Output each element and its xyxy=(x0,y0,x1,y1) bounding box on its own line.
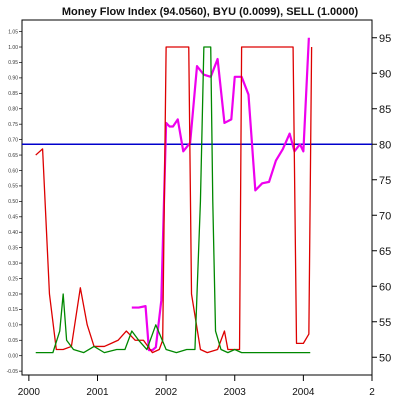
right-y-tick-label: 75 xyxy=(379,175,391,187)
left-y-tick-label: 0.65 xyxy=(8,153,18,159)
x-tick-label: 2003 xyxy=(224,387,247,398)
left-y-tick-label: 0.70 xyxy=(8,137,18,143)
left-y-tick-label: 0.95 xyxy=(8,60,18,66)
byu-series-line xyxy=(35,46,311,354)
left-y-tick-label: 0.90 xyxy=(8,76,18,82)
right-y-tick-label: 50 xyxy=(379,352,391,364)
left-y-tick-label: 0.15 xyxy=(8,307,18,313)
left-y-tick-label: 0.30 xyxy=(8,261,18,267)
left-y-tick-label: 0.10 xyxy=(8,323,18,329)
left-y-tick-label: 0.80 xyxy=(8,107,18,113)
left-y-tick-label: 1.00 xyxy=(8,45,18,51)
right-y-tick-label: 85 xyxy=(379,104,391,116)
x-tick-label: 2001 xyxy=(86,387,109,398)
x-tick-label: 2002 xyxy=(155,387,178,398)
left-y-tick-label: 0.55 xyxy=(8,184,18,190)
right-y-tick-label: 80 xyxy=(379,139,391,151)
left-y-tick-label: 0.85 xyxy=(8,91,18,97)
left-y-tick-label: 0.45 xyxy=(8,215,18,221)
right-y-tick-label: 65 xyxy=(379,246,391,258)
left-y-tick-label: 0.25 xyxy=(8,276,18,282)
right-y-tick-label: 55 xyxy=(379,317,391,329)
left-y-tick-label: 0.20 xyxy=(8,292,18,298)
chart-title: Money Flow Index (94.0560), BYU (0.0099)… xyxy=(62,6,359,18)
left-y-tick-label: 0.50 xyxy=(8,199,18,205)
left-y-tick-label: -0.05 xyxy=(7,369,19,375)
left-y-tick-label: 0.60 xyxy=(8,168,18,174)
x-tick-label: 2004 xyxy=(292,387,315,398)
right-y-tick-label: 95 xyxy=(379,33,391,45)
x-tick-label: 2000 xyxy=(18,387,41,398)
x-tick-label: 2 xyxy=(369,387,375,398)
left-y-tick-label: 0.05 xyxy=(8,338,18,344)
right-y-tick-label: 70 xyxy=(379,210,391,222)
right-y-tick-label: 90 xyxy=(379,68,391,80)
left-y-tick-label: 0.75 xyxy=(8,122,18,128)
left-y-tick-label: 0.40 xyxy=(8,230,18,236)
left-y-tick-label: 0.00 xyxy=(8,354,18,360)
mfi-series-line xyxy=(131,37,310,352)
left-y-tick-label: 0.35 xyxy=(8,245,18,251)
left-y-tick-label: 1.05 xyxy=(8,29,18,35)
right-y-tick-label: 60 xyxy=(379,281,391,293)
sell-series-line xyxy=(35,46,313,354)
